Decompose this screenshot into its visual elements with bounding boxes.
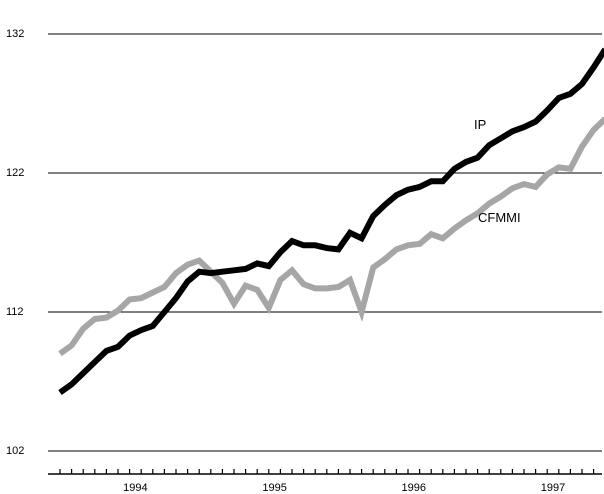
x-tick-label-1995: 1995 [262, 482, 286, 494]
series-label-cfmmi: CFMMI [478, 210, 521, 225]
x-tick-label-1996: 1996 [402, 482, 426, 494]
series-lines [58, 47, 604, 396]
series-line-cfmmi [58, 116, 604, 357]
series-labels: IP CFMMI [474, 117, 521, 225]
series-label-ip: IP [474, 117, 486, 132]
x-tick-label-1994: 1994 [123, 482, 147, 494]
x-tick-label-1997: 1997 [541, 482, 565, 494]
series-line-ip [58, 47, 604, 396]
y-tick-label-122: 122 [6, 167, 24, 179]
y-tick-label-102: 102 [6, 445, 24, 457]
y-tick-label-132: 132 [6, 28, 24, 40]
gridlines [48, 33, 602, 452]
y-tick-label-112: 112 [6, 306, 24, 318]
y-axis-tick-labels: 102 112 122 132 [6, 28, 24, 457]
x-axis: 1994 1995 1996 1997 [48, 469, 602, 494]
